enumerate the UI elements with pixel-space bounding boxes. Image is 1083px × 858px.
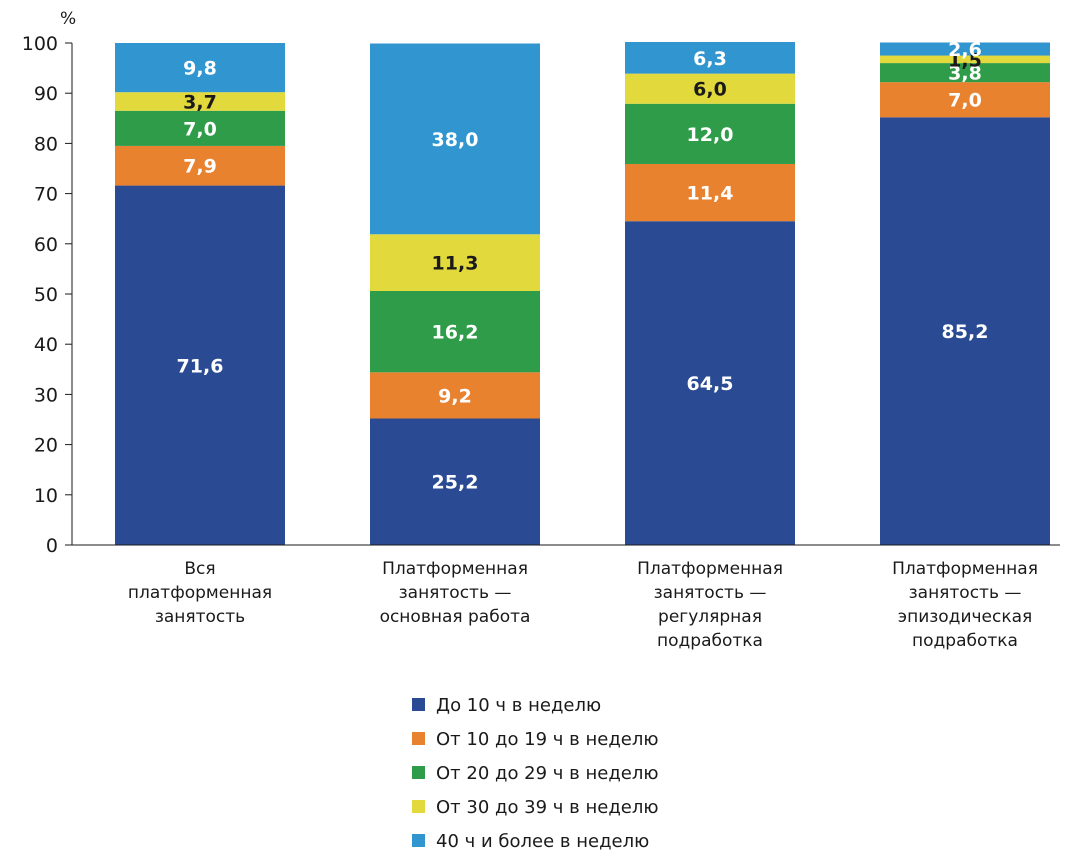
legend-label: От 10 до 19 ч в неделю (436, 729, 659, 750)
legend-label: До 10 ч в неделю (436, 695, 601, 716)
data-label: 11,4 (687, 183, 734, 205)
category-label: Платформенная (892, 559, 1038, 579)
data-labels: 71,6 7,9 7,0 3,7 9,8 25,2 9,2 16,2 11,3 38,0 64,5 1… (177, 39, 989, 494)
category-label: Вся (184, 559, 215, 579)
y-axis-unit-label: % (60, 9, 76, 29)
y-axis: 0 10 20 30 40 50 60 70 80 90 100 (22, 33, 73, 557)
y-tick-label: 50 (34, 284, 58, 306)
bar-segment (625, 221, 795, 545)
data-label: 71,6 (177, 355, 224, 377)
bar-segment (115, 185, 285, 545)
legend-swatch (412, 834, 425, 847)
category-label: занятость — (909, 583, 1022, 603)
bar-segment (370, 290, 540, 373)
bar-segment (625, 103, 795, 164)
bar-segment (625, 73, 795, 104)
y-tick-label: 0 (46, 535, 58, 557)
legend-swatch (412, 732, 425, 745)
data-label: 2,6 (948, 39, 982, 61)
bar-segment (625, 163, 795, 222)
data-label: 12,0 (687, 124, 734, 146)
legend: До 10 ч в неделю От 10 до 19 ч в неделю От… (412, 695, 659, 852)
legend-label: От 20 до 29 ч в неделю (436, 763, 659, 784)
bar-segment (880, 55, 1050, 64)
bars (115, 41, 1050, 546)
y-tick-label: 40 (34, 334, 58, 356)
data-label: 9,8 (183, 58, 217, 80)
y-tick-label: 30 (34, 384, 58, 406)
data-label: 9,2 (438, 385, 472, 407)
category-label: занятость (155, 607, 245, 627)
data-label: 11,3 (432, 253, 479, 275)
data-label: 6,3 (693, 48, 727, 70)
data-label: 3,7 (183, 91, 217, 113)
data-label: 7,0 (948, 90, 982, 112)
data-label: 64,5 (687, 373, 734, 395)
y-tick-label: 10 (34, 485, 58, 507)
data-label: 7,0 (183, 118, 217, 140)
category-label: Платформенная (382, 559, 528, 579)
bar-segment (370, 372, 540, 419)
legend-swatch (412, 698, 425, 711)
x-axis: Вся платформенная занятость Платформенная за… (72, 544, 1060, 651)
bar-segment (880, 42, 1050, 56)
category-label: подработка (912, 631, 1018, 651)
category-label: регулярная (658, 607, 762, 627)
legend-swatch (412, 766, 425, 779)
bar-segment (115, 92, 285, 111)
category-label: основная работа (380, 607, 531, 627)
category-label: занятость — (399, 583, 512, 603)
data-label: 7,9 (183, 156, 217, 178)
data-label: 6,0 (693, 79, 727, 101)
bar-segment (880, 63, 1050, 83)
y-tick-label: 60 (34, 234, 58, 256)
category-label: Платформенная (637, 559, 783, 579)
data-label: 3,8 (948, 63, 982, 85)
category-label: занятость — (654, 583, 767, 603)
y-tick-label: 100 (22, 33, 58, 55)
data-label: 85,2 (942, 321, 989, 343)
data-label: 1,5 (948, 49, 982, 71)
bar-segment (115, 145, 285, 186)
legend-label: От 30 до 39 ч в неделю (436, 797, 659, 818)
legend-label: 40 ч и более в неделю (436, 831, 649, 852)
bar-segment (625, 41, 795, 74)
bar-segment (370, 418, 540, 545)
category-label: платформенная (128, 583, 272, 603)
bar-segment (880, 117, 1050, 546)
bar-segment (115, 110, 285, 146)
data-label: 38,0 (432, 129, 479, 151)
data-label: 25,2 (432, 472, 479, 494)
category-label: подработка (657, 631, 763, 651)
bar-segment (370, 43, 540, 235)
y-tick-label: 80 (34, 133, 58, 155)
category-label: эпизодическая (898, 607, 1033, 627)
legend-swatch (412, 800, 425, 813)
y-tick-label: 70 (34, 184, 58, 206)
bar-segment (115, 43, 285, 93)
y-tick-label: 20 (34, 435, 58, 457)
data-label: 16,2 (432, 322, 479, 344)
bar-segment (880, 82, 1050, 118)
y-tick-label: 90 (34, 83, 58, 105)
bar-segment (370, 234, 540, 291)
